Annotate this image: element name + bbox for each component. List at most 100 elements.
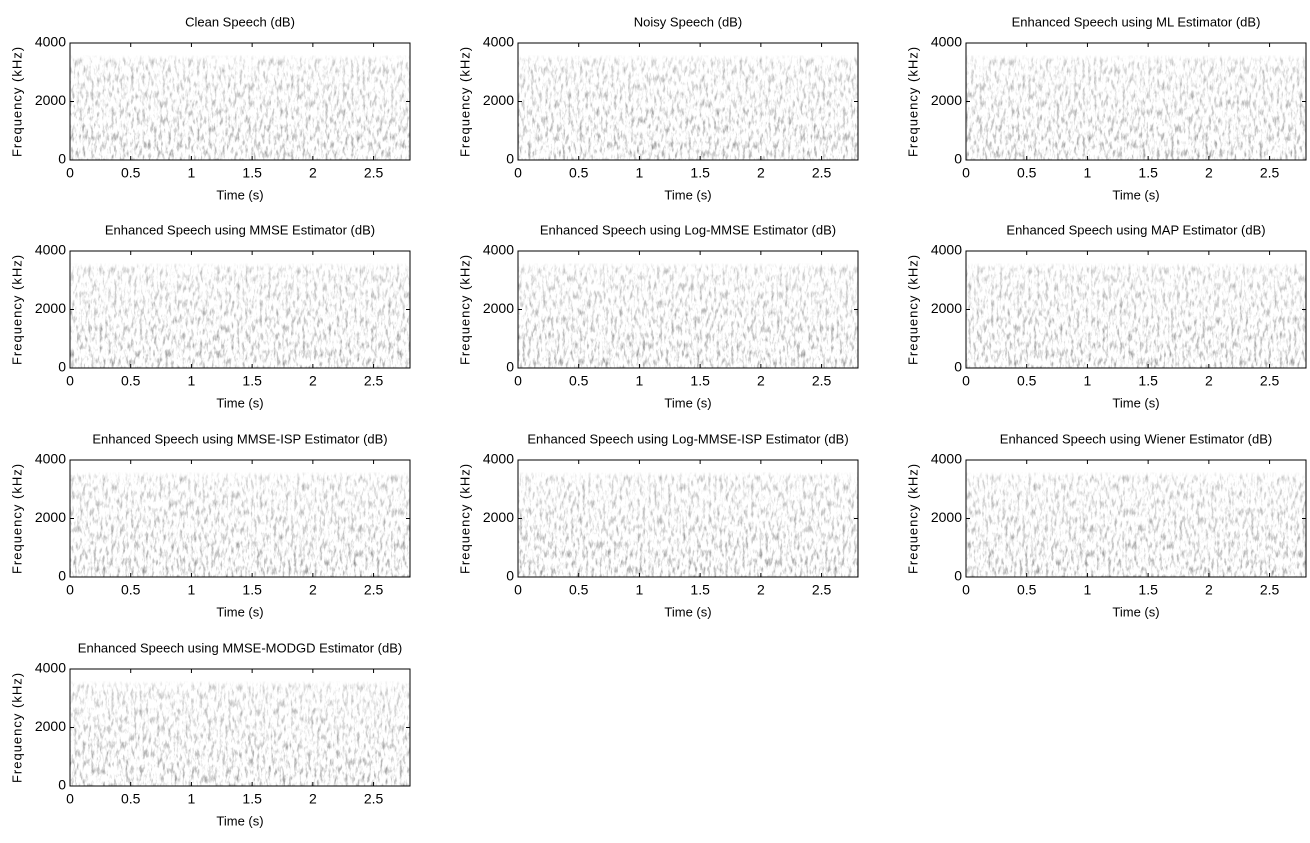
y-tick-label: 2000	[35, 718, 66, 734]
y-tick-label: 4000	[483, 451, 514, 467]
x-tick-label: 0.5	[1017, 165, 1037, 181]
y-tick-label: 2000	[931, 509, 962, 525]
x-tick-label: 1	[1084, 582, 1092, 598]
spectrogram-fade	[966, 460, 1306, 577]
x-tick-label: 1	[1084, 373, 1092, 389]
title: Enhanced Speech using MAP Estimator (dB)	[1006, 222, 1265, 237]
x-tick-label: 0	[514, 165, 522, 181]
y-axis-label: Frequency (kHz)	[457, 46, 472, 157]
x-tick-label: 0.5	[121, 582, 141, 598]
x-tick-label: 1.5	[242, 582, 262, 598]
x-axis-label: Time (s)	[216, 395, 263, 410]
x-tick-label: 1	[188, 791, 196, 807]
x-axis-label: Time (s)	[216, 187, 263, 202]
x-tick-label: 2.5	[364, 791, 384, 807]
x-tick-label: 0.5	[121, 791, 141, 807]
title: Enhanced Speech using MMSE-MODGD Estimat…	[78, 640, 402, 655]
x-tick-label: 0	[962, 582, 970, 598]
x-tick-label: 1.5	[690, 165, 710, 181]
y-tick-label: 2000	[483, 509, 514, 525]
spectrogram-fade	[518, 460, 858, 577]
y-tick-label: 4000	[35, 451, 66, 467]
y-axis-label: Frequency (kHz)	[457, 463, 472, 574]
x-tick-label: 0.5	[1017, 582, 1037, 598]
title: Enhanced Speech using MMSE-ISP Estimator…	[92, 431, 387, 446]
x-tick-label: 0	[962, 165, 970, 181]
x-tick-label: 2.5	[1260, 582, 1280, 598]
y-tick-label: 0	[954, 359, 962, 375]
title: Clean Speech (dB)	[185, 14, 295, 29]
subplot: Enhanced Speech using MMSE-MODGD Estimat…	[9, 640, 411, 828]
y-tick-label: 0	[58, 359, 66, 375]
x-axis-label: Time (s)	[216, 813, 263, 828]
x-tick-label: 1	[636, 165, 644, 181]
subplot: Enhanced Speech using ML Estimator (dB) T…	[905, 14, 1307, 202]
y-tick-label: 2000	[931, 300, 962, 316]
x-tick-label: 1.5	[1138, 165, 1158, 181]
x-axis-label: Time (s)	[1112, 187, 1159, 202]
y-tick-label: 2000	[35, 300, 66, 316]
title: Enhanced Speech using Log-MMSE-ISP Estim…	[527, 431, 848, 446]
x-tick-label: 1.5	[1138, 373, 1158, 389]
y-tick-label: 0	[506, 568, 514, 584]
y-tick-label: 0	[506, 151, 514, 167]
x-tick-label: 1.5	[242, 373, 262, 389]
x-tick-label: 2	[757, 373, 765, 389]
x-axis-label: Time (s)	[1112, 604, 1159, 619]
x-tick-label: 2.5	[812, 165, 832, 181]
subplot: Noisy Speech (dB) Time (s) Frequency (kHz)…	[457, 14, 859, 202]
title: Noisy Speech (dB)	[634, 14, 742, 29]
y-tick-label: 4000	[483, 242, 514, 258]
subplot: Enhanced Speech using Log-MMSE Estimator…	[457, 222, 859, 410]
y-tick-label: 4000	[483, 34, 514, 50]
y-tick-label: 0	[58, 151, 66, 167]
x-tick-label: 2	[309, 165, 317, 181]
x-tick-label: 0	[962, 373, 970, 389]
x-tick-label: 2	[1205, 165, 1213, 181]
subplot: Enhanced Speech using Log-MMSE-ISP Estim…	[457, 431, 859, 619]
x-tick-label: 2.5	[1260, 165, 1280, 181]
x-tick-label: 2.5	[364, 373, 384, 389]
subplot: Enhanced Speech using MMSE-ISP Estimator…	[9, 431, 411, 619]
y-axis-label: Frequency (kHz)	[457, 254, 472, 365]
x-tick-label: 2	[1205, 373, 1213, 389]
x-tick-label: 0.5	[569, 165, 589, 181]
x-tick-label: 0	[66, 373, 74, 389]
title: Enhanced Speech using MMSE Estimator (dB…	[105, 222, 375, 237]
y-tick-label: 0	[954, 568, 962, 584]
x-tick-label: 1.5	[242, 791, 262, 807]
spectrogram-fade	[70, 460, 410, 577]
x-tick-label: 1	[636, 582, 644, 598]
x-tick-label: 1.5	[1138, 582, 1158, 598]
y-tick-label: 0	[506, 359, 514, 375]
y-tick-label: 2000	[35, 92, 66, 108]
x-tick-label: 0	[66, 791, 74, 807]
x-tick-label: 1.5	[242, 165, 262, 181]
y-tick-label: 4000	[931, 242, 962, 258]
y-tick-label: 4000	[35, 242, 66, 258]
x-tick-label: 1	[1084, 165, 1092, 181]
y-tick-label: 4000	[931, 451, 962, 467]
y-tick-label: 2000	[483, 92, 514, 108]
x-axis-label: Time (s)	[664, 187, 711, 202]
x-tick-label: 0	[514, 582, 522, 598]
x-tick-label: 2	[309, 373, 317, 389]
y-tick-label: 2000	[931, 92, 962, 108]
x-tick-label: 2	[757, 582, 765, 598]
x-tick-label: 1	[188, 165, 196, 181]
x-tick-label: 0.5	[121, 165, 141, 181]
x-tick-label: 0	[66, 165, 74, 181]
x-tick-label: 0	[514, 373, 522, 389]
y-axis-label: Frequency (kHz)	[905, 254, 920, 365]
y-tick-label: 0	[58, 568, 66, 584]
x-tick-label: 1	[188, 582, 196, 598]
spectrogram-fade	[966, 43, 1306, 160]
subplot: Enhanced Speech using MAP Estimator (dB)…	[905, 222, 1307, 410]
x-axis-label: Time (s)	[664, 604, 711, 619]
y-tick-label: 4000	[931, 34, 962, 50]
spectrogram-fade	[70, 669, 410, 786]
spectrogram-fade	[518, 251, 858, 368]
y-tick-label: 4000	[35, 34, 66, 50]
title: Enhanced Speech using Log-MMSE Estimator…	[540, 222, 836, 237]
